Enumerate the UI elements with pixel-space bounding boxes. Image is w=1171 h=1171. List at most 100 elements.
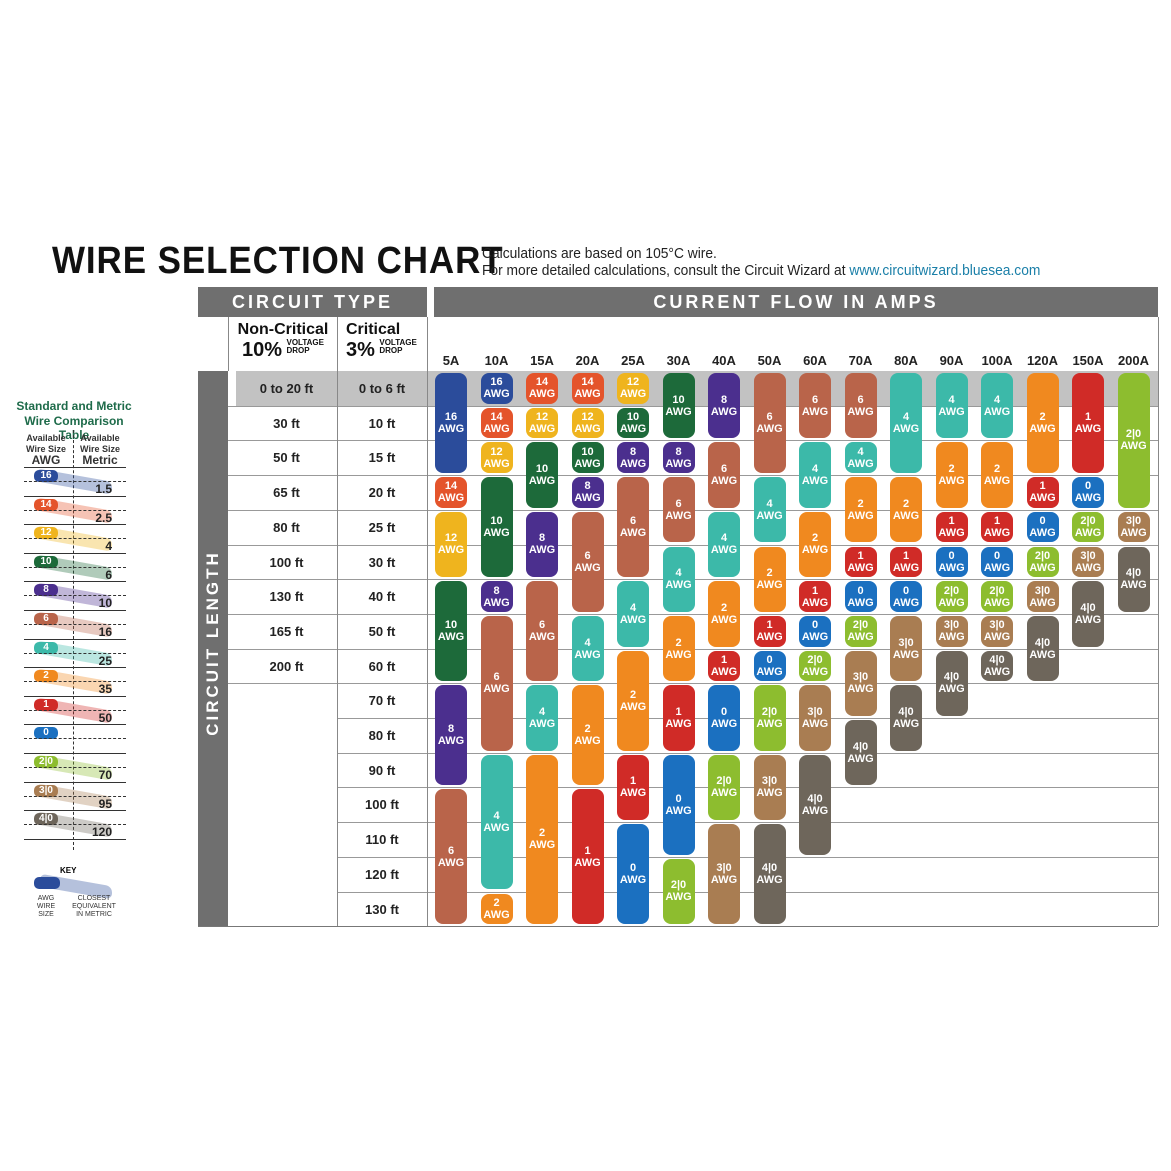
wire-size-value: 4|0 xyxy=(1034,636,1051,649)
row-dash xyxy=(24,652,126,654)
critical-length: 90 ft xyxy=(368,762,396,778)
wire-unit: AWG xyxy=(892,596,920,609)
wire-size-6-awg: 6 AWG xyxy=(526,581,558,682)
amp-header-15A: 15A xyxy=(530,353,554,368)
wire-unit: AWG xyxy=(892,509,920,522)
wire-size-14-awg: 14 AWG xyxy=(571,373,604,404)
wire-unit: AWG xyxy=(619,874,647,887)
wire-size-8-awg: 8 AWG xyxy=(435,685,467,786)
wire-size-value: 2|0 xyxy=(807,653,823,666)
wire-size-value: 0 xyxy=(993,549,1001,562)
critical-length: 30 ft xyxy=(368,554,396,570)
wire-unit: AWG xyxy=(665,509,692,522)
wire-size-value: 0 xyxy=(629,862,637,875)
wire-unit: AWG xyxy=(938,561,965,574)
wire-unit: AWG xyxy=(801,596,829,609)
wire-size-4-awg: 4 AWG xyxy=(617,581,649,647)
wire-size-0-awg: 0 AWG xyxy=(1026,511,1059,543)
amp-header-5A: 5A xyxy=(442,353,460,368)
circuit-wizard-link[interactable]: www.circuitwizard.bluesea.com xyxy=(849,262,1041,279)
wire-size-value: 1 xyxy=(902,549,910,562)
wire-size-3-0-awg: 3|0 AWG xyxy=(981,615,1013,647)
wire-unit: AWG xyxy=(801,544,829,557)
wire-size-value: 10 xyxy=(444,619,458,632)
wire-size-3-0-awg: 3|0 AWG xyxy=(935,615,968,647)
wire-unit: AWG xyxy=(528,717,556,730)
row-line xyxy=(24,667,126,669)
awg-tag-6: 6 xyxy=(34,613,58,625)
row-dash xyxy=(24,566,126,568)
awg-column-header: AWG xyxy=(31,453,61,467)
wire-size-value: 16 xyxy=(490,376,503,389)
note-text: For more detailed calculations, consult … xyxy=(482,262,850,279)
wire-unit: AWG xyxy=(1029,561,1056,574)
amp-header-70A: 70A xyxy=(848,353,873,368)
wire-size-10-awg: 10 AWG xyxy=(480,477,513,578)
wire-size-3-0-awg: 3|0 AWG xyxy=(708,824,740,925)
metric-value: 2.5 xyxy=(95,510,112,525)
wire-unit: AWG xyxy=(528,544,556,557)
wire-size-6-awg: 6 AWG xyxy=(662,477,695,543)
row-line xyxy=(24,495,126,497)
row-dash xyxy=(24,824,126,826)
wire-unit: AWG xyxy=(710,544,738,557)
wire-size-2-0-awg: 2|0 AWG xyxy=(708,754,740,821)
wire-size-10-awg: 10 AWG xyxy=(526,442,558,508)
wire-size-8-awg: 8 AWG xyxy=(526,511,558,578)
wire-unit: AWG xyxy=(710,475,738,488)
wire-size-value: 14 xyxy=(581,376,594,389)
awg-tag-14: 14 xyxy=(34,498,58,511)
wire-size-value: 8 xyxy=(538,532,546,545)
wire-size-2-0-awg: 2|0 AWG xyxy=(844,615,877,647)
wire-size-value: 10 xyxy=(626,411,640,424)
row-line xyxy=(24,695,126,697)
non-critical-label: Non-Critical xyxy=(237,321,329,338)
wire-size-value: 4 xyxy=(720,532,728,545)
wire-size-10-awg: 10 AWG xyxy=(617,407,649,439)
wire-size-6-awg: 6 AWG xyxy=(799,373,831,439)
wire-size-value: 12 xyxy=(626,376,640,389)
wire-unit: AWG xyxy=(483,527,510,540)
wire-size-value: 6 xyxy=(857,393,864,406)
wire-size-1-awg: 1 AWG xyxy=(890,546,922,578)
wire-size-value: 1 xyxy=(1084,411,1092,424)
wire-size-0-awg: 0 AWG xyxy=(981,546,1013,578)
wire-size-value: 1 xyxy=(766,619,773,632)
wire-size-value: 2|0 xyxy=(1125,428,1142,441)
row-divider xyxy=(228,440,1158,442)
wire-size-4-awg: 4 AWG xyxy=(480,754,513,890)
wire-unit: AWG xyxy=(483,822,510,835)
wire-size-value: 1 xyxy=(675,705,682,718)
wire-size-2-0-awg: 2|0 AWG xyxy=(799,650,831,682)
wire-unit: AWG xyxy=(983,631,1011,644)
wire-size-value: 4 xyxy=(629,601,637,614)
row-line xyxy=(24,638,126,640)
wire-unit: AWG xyxy=(665,804,692,817)
wire-size-2-0-awg: 2|0 AWG xyxy=(981,581,1013,612)
row-line xyxy=(24,810,126,812)
wire-unit: AWG xyxy=(938,596,965,609)
wire-size-value: 2 xyxy=(720,601,728,614)
wire-size-value: 2|0 xyxy=(1034,549,1051,562)
awg-tag-4-0: 4|0 xyxy=(34,813,58,826)
wire-size-value: 1 xyxy=(857,549,864,562)
row-line xyxy=(24,724,126,726)
wire-size-2-awg: 2 AWG xyxy=(708,581,740,647)
wire-unit: AWG xyxy=(801,405,829,418)
critical-length: 80 ft xyxy=(368,728,396,743)
wire-size-value: 4|0 xyxy=(943,671,960,684)
wire-unit: AWG xyxy=(847,405,874,418)
wire-size-value: 4|0 xyxy=(1125,567,1142,580)
amp-header-90A: 90A xyxy=(939,353,964,368)
wire-size-12-awg: 12 AWG xyxy=(526,407,558,439)
wire-size-6-awg: 6 AWG xyxy=(480,615,513,751)
wire-size-value: 10 xyxy=(581,445,594,458)
wire-size-value: 4 xyxy=(993,393,1001,406)
wire-unit: AWG xyxy=(938,631,965,644)
wire-size-4-awg: 4 AWG xyxy=(571,615,604,682)
wire-size-8-awg: 8 AWG xyxy=(480,581,513,612)
wire-size-1-awg: 1 AWG xyxy=(662,685,695,751)
wire-size-2-0-awg: 2|0 AWG xyxy=(1072,511,1104,543)
non-critical-pct: 10% xyxy=(242,339,283,361)
wire-size-value: 2|0 xyxy=(1080,515,1096,528)
